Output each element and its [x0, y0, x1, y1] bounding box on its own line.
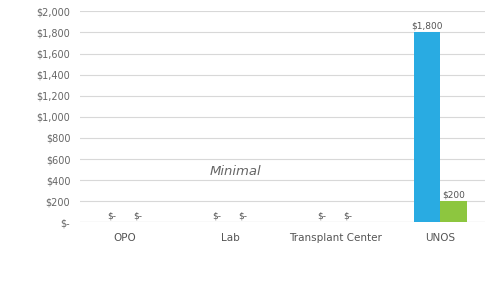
Text: $-: $-	[212, 212, 222, 221]
Text: Minimal: Minimal	[210, 165, 261, 178]
Text: $-: $-	[134, 212, 142, 221]
Text: $1,800: $1,800	[412, 22, 443, 30]
Text: $-: $-	[107, 212, 116, 221]
Text: $-: $-	[344, 212, 352, 221]
Text: $-: $-	[318, 212, 326, 221]
Bar	[414, 32, 440, 222]
Bar	[440, 201, 466, 222]
Text: $200: $200	[442, 190, 465, 199]
Text: $-: $-	[238, 212, 248, 221]
